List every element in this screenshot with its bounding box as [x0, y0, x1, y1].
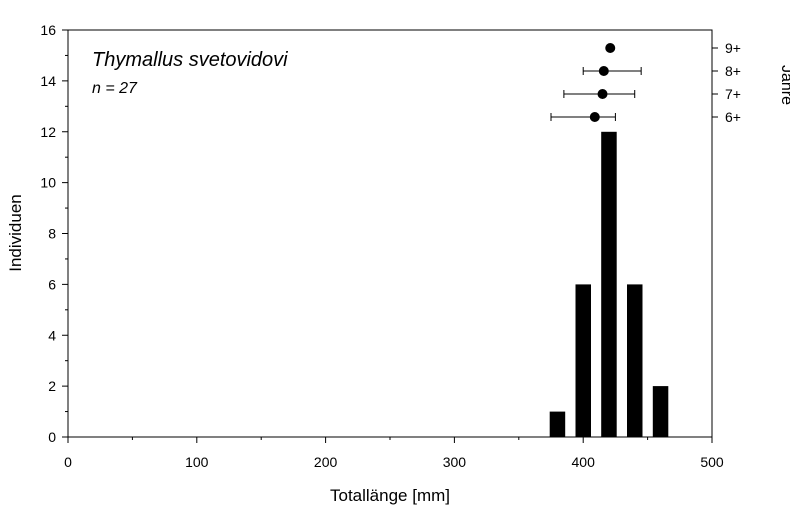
- y-axis: 0 2 4 6 8 10 12 14 16: [40, 22, 68, 445]
- age-label: 6+: [725, 109, 741, 125]
- y-tick-label: 0: [48, 429, 56, 445]
- age-mean-dot: [598, 66, 609, 76]
- y-axis-label: Individuen: [6, 194, 25, 272]
- x-tick-label: 100: [185, 454, 209, 470]
- x-tick-label: 500: [700, 454, 724, 470]
- y-tick-label: 16: [40, 22, 56, 38]
- y-tick-label: 6: [48, 276, 56, 292]
- age-errorbars: 9+ 8+ 7+ 6+: [550, 40, 741, 125]
- age-mean-dot: [589, 112, 600, 122]
- x-tick-label: 400: [572, 454, 596, 470]
- y-tick-label: 10: [40, 175, 56, 191]
- y-tick-label: 8: [48, 226, 56, 242]
- x-tick-label: 200: [314, 454, 338, 470]
- age-label: 7+: [725, 86, 741, 102]
- y-tick-label: 14: [40, 73, 56, 89]
- bars-group: [549, 131, 669, 438]
- histogram-bar: [549, 411, 566, 437]
- chart-title: Thymallus svetovidovi: [92, 49, 288, 71]
- x-tick-label: 300: [443, 454, 467, 470]
- age-label: 8+: [725, 63, 741, 79]
- histogram-bar: [575, 284, 591, 437]
- y-tick-label: 4: [48, 327, 56, 343]
- histogram-bar: [652, 386, 669, 437]
- age-mean-dot: [597, 89, 608, 99]
- x-axis-label: Totallänge [mm]: [330, 486, 450, 505]
- x-tick-label: 0: [64, 454, 72, 470]
- histogram-bar: [627, 284, 643, 437]
- age-mean-dot: [605, 43, 616, 53]
- sample-size: n = 27: [92, 80, 138, 97]
- y-tick-label: 12: [40, 124, 56, 140]
- x-axis: 0 100 200 300 400 500: [64, 437, 724, 470]
- histogram-bar: [601, 131, 617, 438]
- age-label: 9+: [725, 40, 741, 56]
- y2-axis-label: Jahre: [778, 65, 790, 105]
- y-tick-label: 2: [48, 378, 56, 394]
